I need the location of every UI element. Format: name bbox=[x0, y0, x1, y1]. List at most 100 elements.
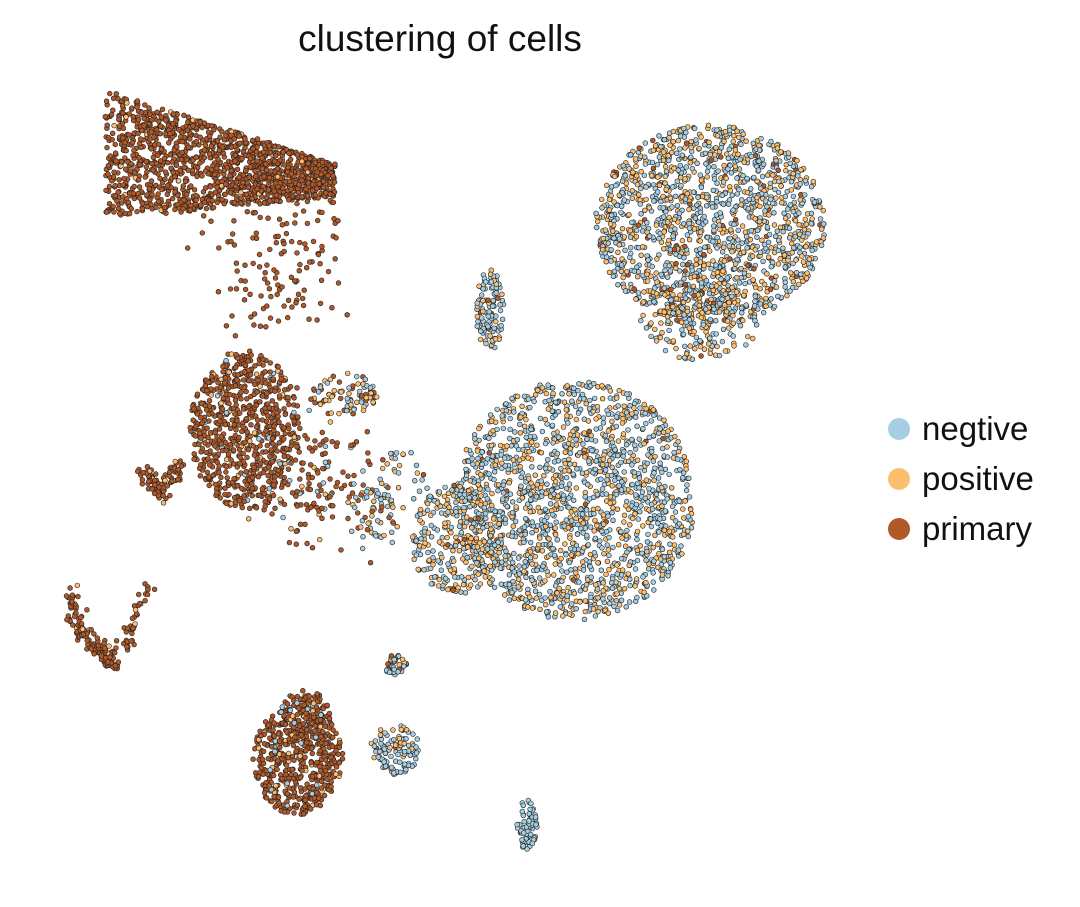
cell-point bbox=[735, 243, 742, 250]
cell-point bbox=[718, 154, 724, 160]
cell-point bbox=[576, 381, 582, 387]
cell-point bbox=[711, 227, 717, 234]
cell-point bbox=[739, 223, 746, 229]
cell-point bbox=[232, 383, 239, 389]
cell-point bbox=[637, 185, 644, 192]
cell-point bbox=[301, 287, 307, 293]
cell-point bbox=[720, 179, 727, 185]
cell-point bbox=[634, 528, 641, 535]
cell-point bbox=[307, 462, 314, 468]
cell-point bbox=[333, 443, 339, 449]
cell-point bbox=[642, 161, 649, 167]
cell-point bbox=[280, 149, 286, 155]
cell-point bbox=[615, 541, 622, 548]
cell-point bbox=[519, 403, 525, 409]
cell-point bbox=[281, 453, 287, 459]
cell-point bbox=[267, 453, 273, 460]
cell-point bbox=[761, 281, 768, 288]
cell-point bbox=[749, 253, 756, 259]
cell-point bbox=[202, 440, 208, 446]
cell-point bbox=[650, 165, 657, 172]
cell-point bbox=[681, 355, 688, 361]
cell-point bbox=[253, 230, 259, 236]
cell-point bbox=[729, 192, 735, 198]
cell-point bbox=[766, 231, 773, 238]
cell-point bbox=[208, 218, 214, 224]
cell-point bbox=[688, 144, 694, 151]
cell-point bbox=[654, 161, 661, 168]
cell-point bbox=[314, 169, 320, 175]
cell-point bbox=[713, 145, 719, 151]
cell-point bbox=[348, 442, 354, 448]
cell-point bbox=[110, 174, 117, 180]
cell-point bbox=[199, 124, 205, 131]
cell-point bbox=[740, 249, 747, 255]
cell-point bbox=[748, 227, 754, 234]
cell-point bbox=[708, 296, 714, 302]
cell-point bbox=[618, 597, 625, 603]
cell-point bbox=[221, 167, 228, 174]
cell-point bbox=[340, 469, 346, 475]
cell-point bbox=[262, 276, 268, 282]
cell-point bbox=[244, 482, 250, 488]
cell-point bbox=[724, 318, 731, 324]
cell-point bbox=[709, 283, 715, 289]
cell-point bbox=[131, 183, 137, 190]
cell-point bbox=[761, 241, 768, 248]
cell-point bbox=[688, 154, 694, 161]
cell-point bbox=[668, 286, 674, 293]
cell-point bbox=[808, 220, 815, 227]
cell-point bbox=[295, 189, 302, 196]
cell-point bbox=[527, 539, 534, 546]
cell-point bbox=[238, 189, 244, 196]
cell-point bbox=[329, 393, 335, 400]
cell-point bbox=[801, 192, 808, 198]
cell-point bbox=[329, 439, 335, 445]
cell-point bbox=[644, 220, 650, 226]
cell-point bbox=[740, 131, 746, 137]
cell-point bbox=[555, 409, 562, 415]
cell-point bbox=[149, 161, 155, 167]
cell-point bbox=[228, 144, 235, 151]
cell-point bbox=[334, 479, 341, 486]
cell-point bbox=[573, 416, 579, 423]
cell-point bbox=[598, 567, 604, 573]
cell-point bbox=[305, 175, 311, 182]
cell-point bbox=[790, 279, 797, 285]
cell-point bbox=[732, 261, 739, 267]
cell-point bbox=[679, 237, 686, 244]
cell-point bbox=[651, 587, 657, 593]
cell-point bbox=[621, 512, 628, 518]
cell-point bbox=[565, 495, 572, 501]
cell-point bbox=[329, 514, 336, 520]
cell-point bbox=[716, 300, 723, 307]
cell-point bbox=[522, 515, 529, 522]
cell-point bbox=[262, 498, 268, 505]
cell-point bbox=[226, 369, 232, 375]
cell-point bbox=[796, 281, 802, 288]
cell-point bbox=[312, 400, 318, 406]
cell-point bbox=[327, 376, 334, 383]
cell-point bbox=[241, 384, 247, 391]
cell-point bbox=[244, 454, 250, 461]
cell-point bbox=[640, 523, 646, 529]
cell-point bbox=[223, 132, 229, 139]
cell-point bbox=[725, 155, 731, 162]
cell-point bbox=[288, 186, 294, 193]
cell-point bbox=[736, 134, 742, 141]
cell-point bbox=[719, 192, 725, 199]
cell-point bbox=[299, 194, 305, 200]
cell-point bbox=[782, 193, 789, 200]
cell-point bbox=[731, 343, 737, 349]
cell-point bbox=[634, 423, 640, 429]
cell-point bbox=[713, 262, 719, 268]
cell-point bbox=[631, 268, 637, 274]
cell-point bbox=[286, 425, 292, 432]
cell-point bbox=[726, 299, 732, 306]
cell-point bbox=[653, 222, 660, 228]
cell-point bbox=[184, 127, 191, 133]
cell-point bbox=[184, 191, 190, 198]
cell-point bbox=[784, 292, 790, 299]
cell-point bbox=[229, 417, 236, 423]
cell-point bbox=[362, 376, 368, 382]
